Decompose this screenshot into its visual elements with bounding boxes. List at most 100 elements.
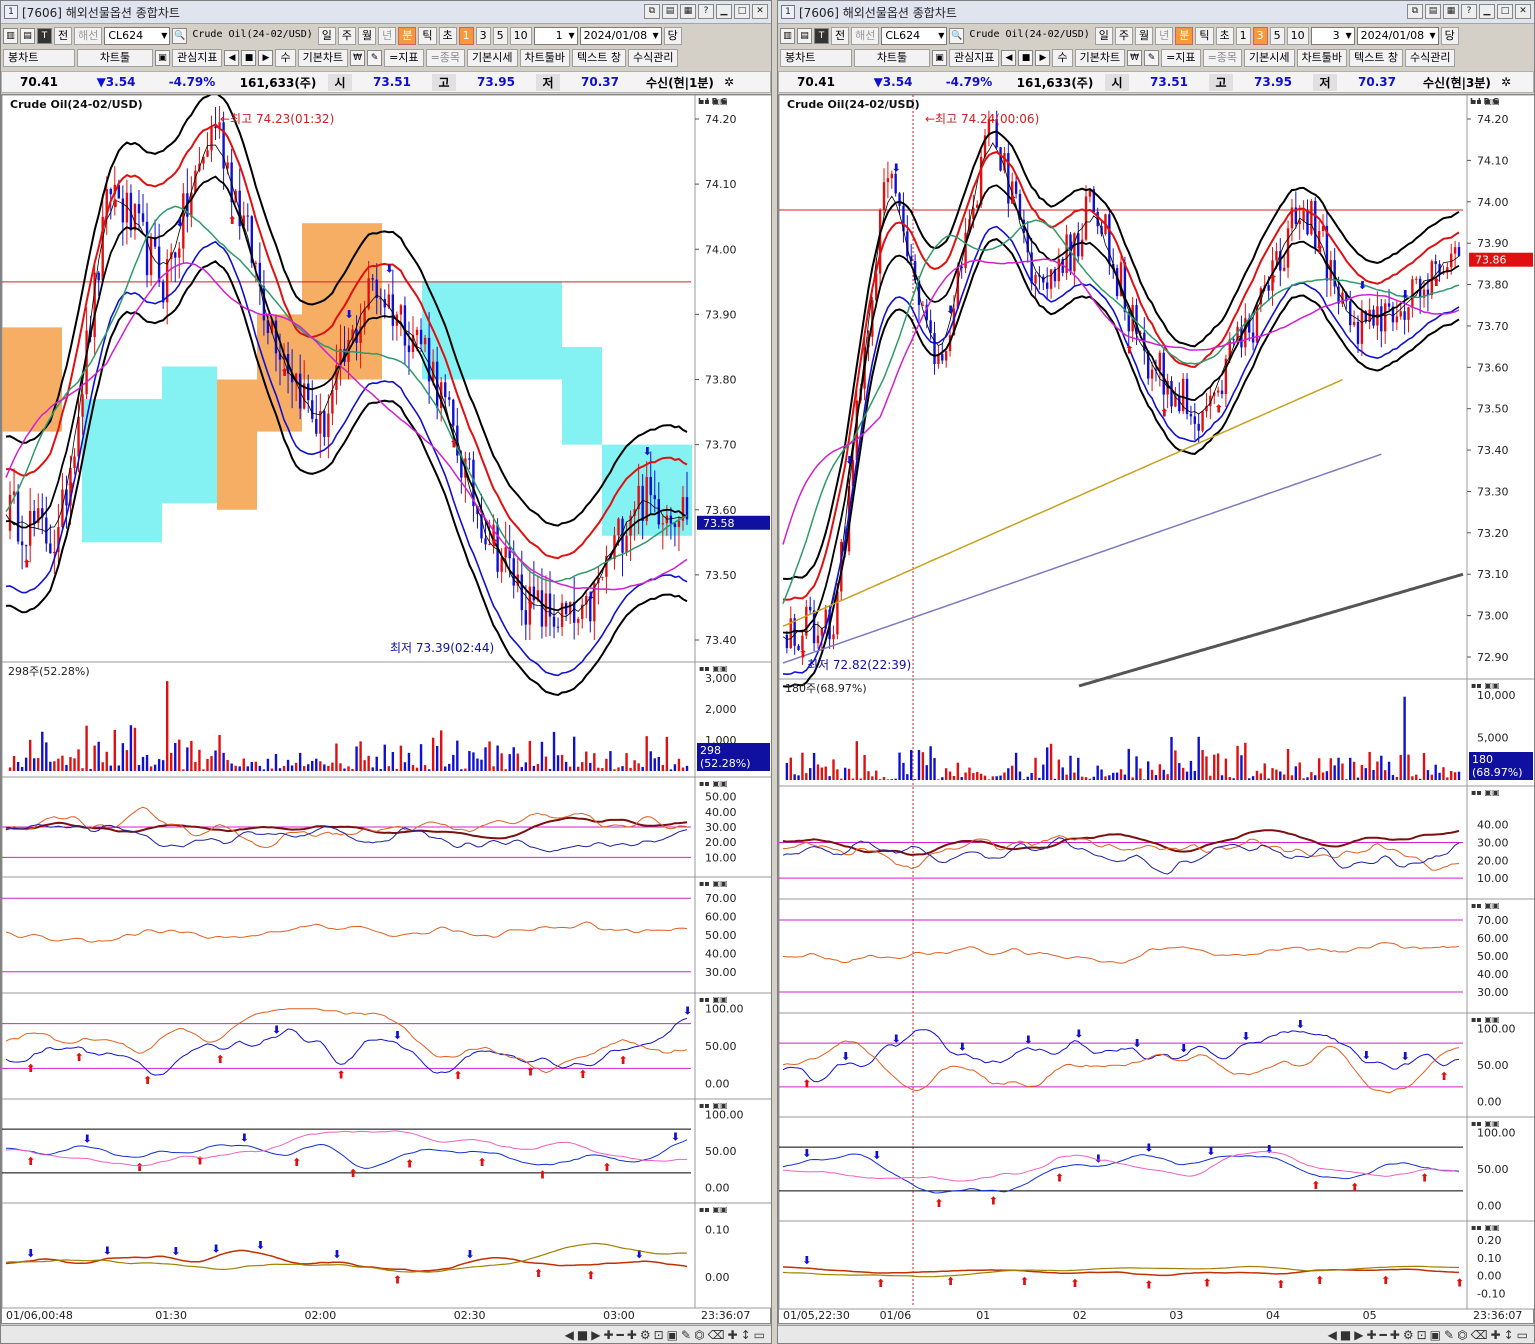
interval-1[interactable]: 1 (1235, 27, 1251, 45)
formula-manage-button[interactable]: 수식관리 (1404, 49, 1456, 67)
panel-icon[interactable]: ▥ (780, 28, 795, 44)
code-select[interactable]: CL624 (104, 27, 171, 45)
period-week[interactable]: 주 (1114, 27, 1134, 45)
chart-area[interactable]: ▪▪ ▣▣ ▪▪ ▣▣ ▪▪ ▣▣ ▪▪ ▣▣ ▪▪ ▣▣ ▪▪ ▣▣ ▪▪ ▣▣ 74.20… (1, 90, 771, 1324)
settings-gear-icon[interactable]: ⚙ (639, 1327, 651, 1342)
indicator-button[interactable]: =지표 (384, 49, 424, 67)
search-icon[interactable]: 🔍 (172, 28, 188, 44)
stop-icon[interactable]: ■ (1339, 1327, 1352, 1342)
save-icon[interactable]: ▣ (932, 50, 947, 66)
su-button[interactable]: 수 (1052, 49, 1073, 67)
sort-icon[interactable]: ↕ (740, 1327, 751, 1342)
settings-icon[interactable]: ✲ (724, 75, 735, 89)
date-select[interactable]: 2024/01/08 (1356, 27, 1439, 45)
charttool-select[interactable]: 차트툴 (77, 49, 153, 67)
scroll-left-end-icon[interactable]: ◀ (1327, 1327, 1337, 1342)
haeseon-button[interactable]: 해선 (74, 27, 103, 45)
chart-toolbar-button[interactable]: 차트툴바 (1296, 49, 1347, 67)
panel-icon[interactable]: ▥ (3, 28, 18, 44)
currency-icon[interactable]: ₩ (350, 50, 366, 66)
charttool-select[interactable]: 차트툴 (854, 49, 930, 67)
basic-chart-button[interactable]: 기본차트 (297, 49, 349, 67)
period-second[interactable]: 초 (438, 27, 457, 45)
add-icon[interactable]: ✚ (1366, 1327, 1377, 1342)
zoom-in-icon[interactable]: ✚ (1389, 1327, 1400, 1342)
interval-select[interactable]: 3 (1310, 27, 1355, 45)
chart-type-icon[interactable]: ⏣ (1457, 1327, 1468, 1342)
receive-status[interactable]: 수신(현|1분) (646, 75, 714, 90)
sort-icon[interactable]: ↕ (1503, 1327, 1514, 1342)
print-icon[interactable]: ▣ (666, 1327, 679, 1342)
formula-manage-button[interactable]: 수식관리 (627, 49, 679, 67)
eraser-icon[interactable]: ⌫ (707, 1327, 725, 1342)
basic-chart-button[interactable]: 기본차트 (1074, 49, 1126, 67)
remove-icon[interactable]: ━ (616, 1327, 624, 1342)
haeseon-button[interactable]: 해선 (851, 27, 880, 45)
window-icon[interactable]: ▭ (753, 1327, 765, 1342)
maximize-icon[interactable]: □ (734, 4, 750, 19)
chart-area[interactable]: ▪▪ ▣▣ ▪▪ ▣▣ ▪▪ ▣▣ ▪▪ ▣▣ ▪▪ ▣▣ ▪▪ ▣▣ ▪▪ ▣▣ 74.20… (778, 94, 1534, 1324)
chart-type-icon[interactable]: ⏣ (694, 1327, 705, 1342)
settings-gear-icon[interactable]: ⚙ (1402, 1327, 1414, 1342)
interval-select[interactable]: 1 (533, 27, 578, 45)
grid-icon[interactable]: ▦ (1443, 4, 1459, 19)
basic-quote-button[interactable]: 기본시세 (467, 49, 518, 67)
pen-icon[interactable]: ✎ (681, 1327, 692, 1342)
interval-5[interactable]: 5 (492, 27, 508, 45)
interval-10[interactable]: 10 (1286, 27, 1309, 45)
window-icon[interactable]: ▭ (1516, 1327, 1528, 1342)
help-icon[interactable]: ? (1461, 4, 1477, 19)
receive-status[interactable]: 수신(현|3분) (1423, 75, 1491, 90)
date-select[interactable]: 2024/01/08 (579, 27, 662, 45)
save-icon[interactable]: ▣ (155, 50, 170, 66)
scroll-left-icon[interactable]: ◀ (1001, 50, 1017, 66)
layout-icon[interactable]: ▤ (797, 28, 812, 44)
scroll-left-icon[interactable]: ◀ (224, 50, 240, 66)
minimize-icon[interactable]: ▁ (1479, 4, 1495, 19)
stop-icon[interactable]: ■ (1018, 50, 1034, 66)
currency-icon[interactable]: ₩ (1127, 50, 1143, 66)
link-icon[interactable]: ⧉ (644, 4, 660, 19)
minimize-icon[interactable]: ▁ (716, 4, 732, 19)
print-icon[interactable]: ▤ (1425, 4, 1441, 19)
period-minute[interactable]: 분 (398, 27, 417, 45)
settings-icon[interactable]: ✲ (1501, 75, 1512, 89)
period-tick[interactable]: 틱 (418, 27, 437, 45)
indicator-button[interactable]: =지표 (1161, 49, 1201, 67)
cross-icon[interactable]: ✚ (727, 1327, 738, 1342)
text-icon[interactable]: T (814, 28, 829, 44)
code-select[interactable]: CL624 (881, 27, 948, 45)
scroll-left-end-icon[interactable]: ◀ (564, 1327, 574, 1342)
eraser-icon[interactable]: ⌫ (1470, 1327, 1488, 1342)
print-icon[interactable]: ▣ (1429, 1327, 1442, 1342)
period-minute[interactable]: 분 (1175, 27, 1194, 45)
jeon-button[interactable]: 전 (54, 27, 73, 45)
close-icon[interactable]: ✕ (752, 4, 768, 19)
play-icon[interactable]: ▶ (1354, 1327, 1364, 1342)
print-icon[interactable]: ▤ (662, 4, 678, 19)
jeon-button[interactable]: 전 (831, 27, 850, 45)
fit-icon[interactable]: ⊡ (653, 1327, 664, 1342)
text-window-button[interactable]: 텍스트 창 (572, 49, 626, 67)
dang-button[interactable]: 당 (1440, 27, 1459, 45)
wrench-icon[interactable]: ✎ (1144, 50, 1160, 66)
text-window-button[interactable]: 텍스트 창 (1349, 49, 1403, 67)
period-year[interactable]: 년 (1155, 27, 1174, 45)
search-icon[interactable]: 🔍 (949, 28, 965, 44)
wrench-icon[interactable]: ✎ (367, 50, 383, 66)
text-icon[interactable]: T (37, 28, 52, 44)
interest-indicator-button[interactable]: 관심지표 (172, 49, 223, 67)
period-month[interactable]: 월 (358, 27, 377, 45)
zoom-in-icon[interactable]: ✚ (626, 1327, 637, 1342)
chart-toolbar-button[interactable]: 차트툴바 (519, 49, 570, 67)
link-icon[interactable]: ⧉ (1407, 4, 1423, 19)
interval-5[interactable]: 5 (1269, 27, 1285, 45)
period-day[interactable]: 일 (1094, 27, 1113, 45)
grid-icon[interactable]: ▦ (680, 4, 696, 19)
interval-10[interactable]: 10 (509, 27, 532, 45)
stop-icon[interactable]: ■ (241, 50, 257, 66)
add-icon[interactable]: ✚ (603, 1327, 614, 1342)
maximize-icon[interactable]: □ (1497, 4, 1513, 19)
stop-icon[interactable]: ■ (576, 1327, 589, 1342)
remove-icon[interactable]: ━ (1379, 1327, 1387, 1342)
